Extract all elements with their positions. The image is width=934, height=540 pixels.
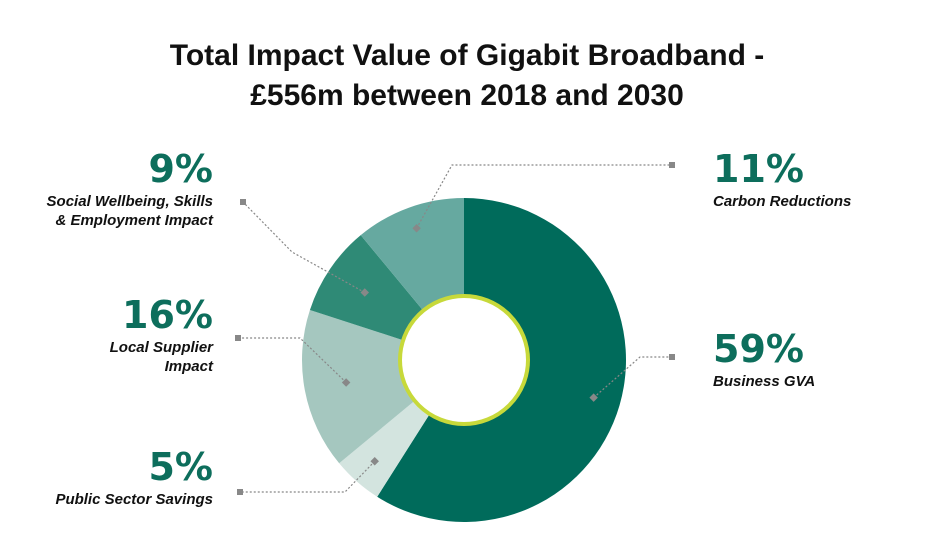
- slice-local-supplier-impact: [302, 309, 415, 464]
- percent-label-business-gva: 59%: [713, 327, 804, 371]
- slice-carbon-reductions: [360, 198, 464, 311]
- chart-title: Total Impact Value of Gigabit Broadband …: [0, 36, 934, 116]
- leader-end-social-wellbeing-skills-employment-impact: [240, 199, 246, 205]
- leader-end-business-gva: [669, 354, 675, 360]
- percent-label-carbon-reductions: 11%: [713, 147, 804, 191]
- category-label-social-wellbeing-skills-employment-impact: & Employment Impact: [55, 212, 214, 229]
- slice-social-wellbeing-skills-employment-impact: [309, 235, 424, 341]
- leader-dot-business-gva: [589, 393, 598, 402]
- chart-title-line-2: £556m between 2018 and 2030: [250, 79, 684, 112]
- category-label-social-wellbeing-skills-employment-impact: Social Wellbeing, Skills: [47, 193, 213, 210]
- chart-title-line-1: Total Impact Value of Gigabit Broadband …: [169, 39, 765, 72]
- leader-dot-public-sector-savings: [370, 457, 379, 466]
- donut-center-ring: [398, 294, 530, 426]
- leader-line-public-sector-savings: [240, 460, 376, 493]
- leader-line-carbon-reductions: [416, 164, 672, 229]
- category-label-local-supplier-impact: Local Supplier: [110, 339, 215, 356]
- category-label-carbon-reductions: Carbon Reductions: [713, 193, 851, 210]
- leader-end-carbon-reductions: [669, 162, 675, 168]
- category-label-business-gva: Business GVA: [713, 373, 815, 390]
- category-label-public-sector-savings: Public Sector Savings: [55, 491, 213, 508]
- leader-dot-local-supplier-impact: [341, 378, 351, 387]
- leader-line-business-gva: [593, 356, 672, 399]
- leader-dot-carbon-reductions: [412, 224, 421, 233]
- percent-label-social-wellbeing-skills-employment-impact: 9%: [148, 147, 213, 191]
- leader-line-social-wellbeing-skills-employment-impact: [242, 201, 366, 294]
- slice-business-gva: [377, 198, 626, 522]
- percent-label-public-sector-savings: 5%: [148, 445, 213, 489]
- percent-label-local-supplier-impact: 16%: [122, 293, 213, 337]
- leader-end-local-supplier-impact: [235, 335, 241, 341]
- leader-line-local-supplier-impact: [238, 337, 347, 383]
- leader-dot-social-wellbeing-skills-employment-impact: [360, 288, 369, 297]
- leader-end-public-sector-savings: [237, 489, 243, 495]
- slice-public-sector-savings: [339, 400, 430, 497]
- category-label-local-supplier-impact: Impact: [165, 358, 214, 375]
